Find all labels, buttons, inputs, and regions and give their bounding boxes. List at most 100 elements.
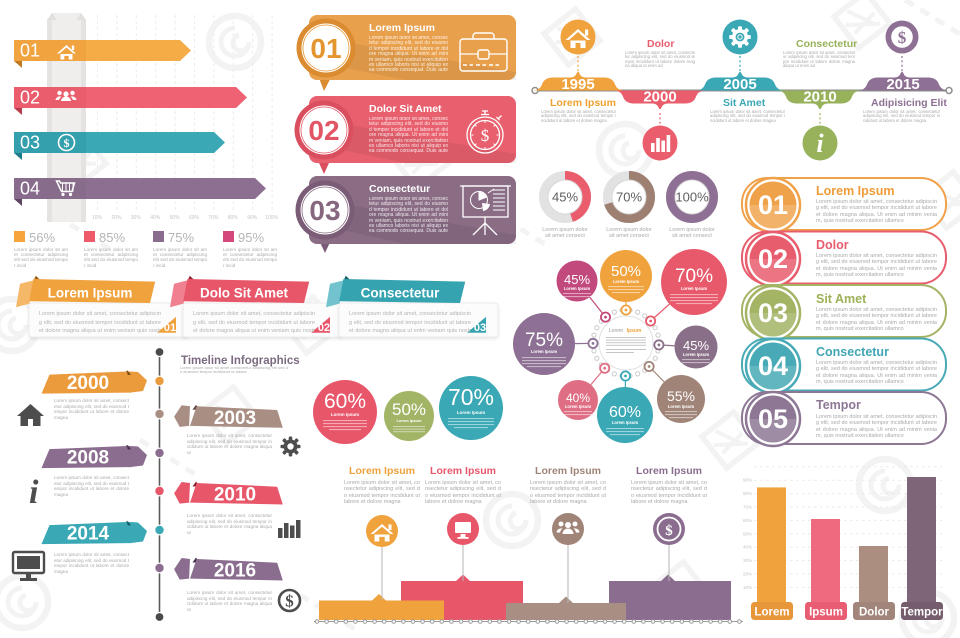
svg-text:Dolo Sit Amet: Dolo Sit Amet	[200, 286, 289, 301]
svg-text:40%: 40%	[743, 545, 752, 550]
svg-text:2005: 2005	[723, 76, 756, 93]
svg-text:30%: 30%	[131, 215, 142, 221]
svg-text:Ipsum: Ipsum	[809, 607, 843, 619]
svg-text:Dolor Sit Amet: Dolor Sit Amet	[369, 103, 442, 115]
svg-text:$: $	[665, 523, 673, 539]
svg-text:$: $	[64, 136, 70, 150]
svg-text:04: 04	[758, 351, 788, 381]
svg-text:75%: 75%	[168, 230, 194, 245]
svg-text:45%: 45%	[552, 190, 578, 205]
svg-text:Lorem Ipsum: Lorem Ipsum	[612, 420, 639, 425]
svg-text:Consectetur: Consectetur	[369, 183, 430, 195]
svg-text:Lorem Ipsum: Lorem Ipsum	[457, 410, 485, 415]
svg-text:Lorem Ipsum: Lorem Ipsum	[683, 352, 710, 357]
svg-text:30%: 30%	[743, 558, 752, 563]
svg-text:60%: 60%	[743, 518, 752, 523]
svg-text:$: $	[898, 28, 907, 47]
svg-text:Lorem Ipsum: Lorem Ipsum	[681, 286, 708, 291]
svg-text:20%: 20%	[111, 215, 122, 221]
svg-text:Lorem Ipsum: Lorem Ipsum	[331, 412, 359, 417]
svg-text:70%: 70%	[616, 190, 642, 205]
svg-text:40%: 40%	[566, 391, 590, 405]
svg-text:45%: 45%	[683, 338, 709, 353]
svg-text:02: 02	[308, 115, 339, 146]
svg-text:Tempor: Tempor	[901, 607, 943, 619]
svg-text:100%: 100%	[265, 215, 278, 221]
svg-text:Dolor: Dolor	[647, 38, 674, 50]
svg-text:Lorem Ipsum: Lorem Ipsum	[535, 465, 601, 477]
svg-text:50%: 50%	[170, 215, 181, 221]
svg-text:60%: 60%	[189, 215, 200, 221]
svg-text:2015: 2015	[886, 76, 919, 93]
svg-text:75%: 75%	[525, 330, 563, 351]
svg-text:45%: 45%	[564, 272, 590, 287]
svg-text:10%: 10%	[743, 585, 752, 590]
svg-text:2000: 2000	[643, 89, 676, 106]
svg-text:Dolor: Dolor	[816, 238, 849, 252]
svg-text:Lorem Ipsum: Lorem Ipsum	[550, 97, 616, 109]
svg-text:01: 01	[164, 322, 176, 334]
svg-text:Consectetur: Consectetur	[361, 286, 441, 301]
svg-text:50%: 50%	[743, 531, 752, 536]
svg-text:95%: 95%	[238, 230, 264, 245]
svg-text:85%: 85%	[99, 230, 125, 245]
svg-text:2016: 2016	[214, 561, 256, 582]
svg-text:03: 03	[758, 298, 788, 328]
svg-text:Lorem Ipsum: Lorem Ipsum	[531, 349, 558, 354]
svg-text:2010: 2010	[803, 89, 836, 106]
svg-text:Sit Amet: Sit Amet	[816, 292, 867, 306]
svg-text:05: 05	[758, 404, 788, 434]
svg-text:80%: 80%	[228, 215, 239, 221]
svg-text:02: 02	[758, 244, 788, 274]
svg-text:Lorem Ipsum: Lorem Ipsum	[668, 404, 695, 409]
svg-text:02: 02	[20, 88, 40, 108]
svg-text:Lorem Ipsum: Lorem Ipsum	[636, 465, 702, 477]
svg-text:2000: 2000	[67, 373, 109, 394]
svg-text:i: i	[816, 129, 824, 158]
svg-text:60%: 60%	[609, 404, 641, 421]
svg-text:50%: 50%	[392, 400, 426, 419]
svg-text:90%: 90%	[247, 215, 258, 221]
svg-text:Tempor: Tempor	[816, 398, 861, 412]
svg-text:$: $	[481, 126, 490, 145]
svg-text:Adipisicing Elit: Adipisicing Elit	[871, 97, 947, 109]
svg-text:Dolor: Dolor	[859, 607, 890, 619]
svg-text:90%: 90%	[743, 478, 752, 483]
svg-text:56%: 56%	[29, 230, 55, 245]
svg-text:Lorem Ipsum: Lorem Ipsum	[565, 404, 592, 409]
svg-text:80%: 80%	[743, 491, 752, 496]
svg-text:60%: 60%	[324, 390, 366, 413]
svg-text:Lorem Ipsum: Lorem Ipsum	[816, 184, 895, 198]
svg-text:04: 04	[20, 179, 40, 199]
svg-text:Lorem Ipsum: Lorem Ipsum	[613, 279, 640, 284]
svg-text:70%: 70%	[448, 384, 494, 410]
svg-text:01: 01	[20, 41, 40, 61]
svg-text:70%: 70%	[743, 505, 752, 510]
svg-text:2003: 2003	[214, 408, 256, 429]
svg-text:Lorem Ipsum: Lorem Ipsum	[564, 286, 591, 291]
svg-text:01: 01	[310, 33, 341, 64]
svg-text:Timeline Infographics: Timeline Infographics	[181, 355, 300, 367]
svg-text:1995: 1995	[561, 76, 594, 93]
svg-text:Lorem: Lorem	[754, 607, 789, 619]
svg-text:03: 03	[474, 322, 486, 334]
svg-text:03: 03	[309, 195, 340, 226]
svg-text:Lorem: Lorem	[609, 328, 623, 334]
svg-text:2014: 2014	[67, 524, 110, 545]
svg-text:Lorem Ipsum: Lorem Ipsum	[48, 286, 133, 301]
svg-text:2010: 2010	[214, 485, 256, 506]
svg-text:Lorem Ipsum: Lorem Ipsum	[349, 465, 415, 477]
svg-text:Consectetur: Consectetur	[816, 345, 889, 359]
svg-text:Lorem Ipsum: Lorem Ipsum	[396, 418, 422, 423]
svg-text:i: i	[29, 474, 39, 511]
svg-text:Sit Amet: Sit Amet	[723, 97, 766, 109]
svg-text:50%: 50%	[611, 263, 641, 280]
svg-text:70%: 70%	[675, 266, 713, 287]
svg-text:Ipsum: Ipsum	[627, 328, 642, 334]
svg-text:$: $	[285, 592, 294, 611]
svg-text:2008: 2008	[67, 448, 109, 469]
svg-text:Consectetur: Consectetur	[796, 38, 857, 50]
svg-text:40%: 40%	[150, 215, 161, 221]
svg-text:20%: 20%	[743, 572, 752, 577]
svg-text:55%: 55%	[667, 388, 695, 404]
